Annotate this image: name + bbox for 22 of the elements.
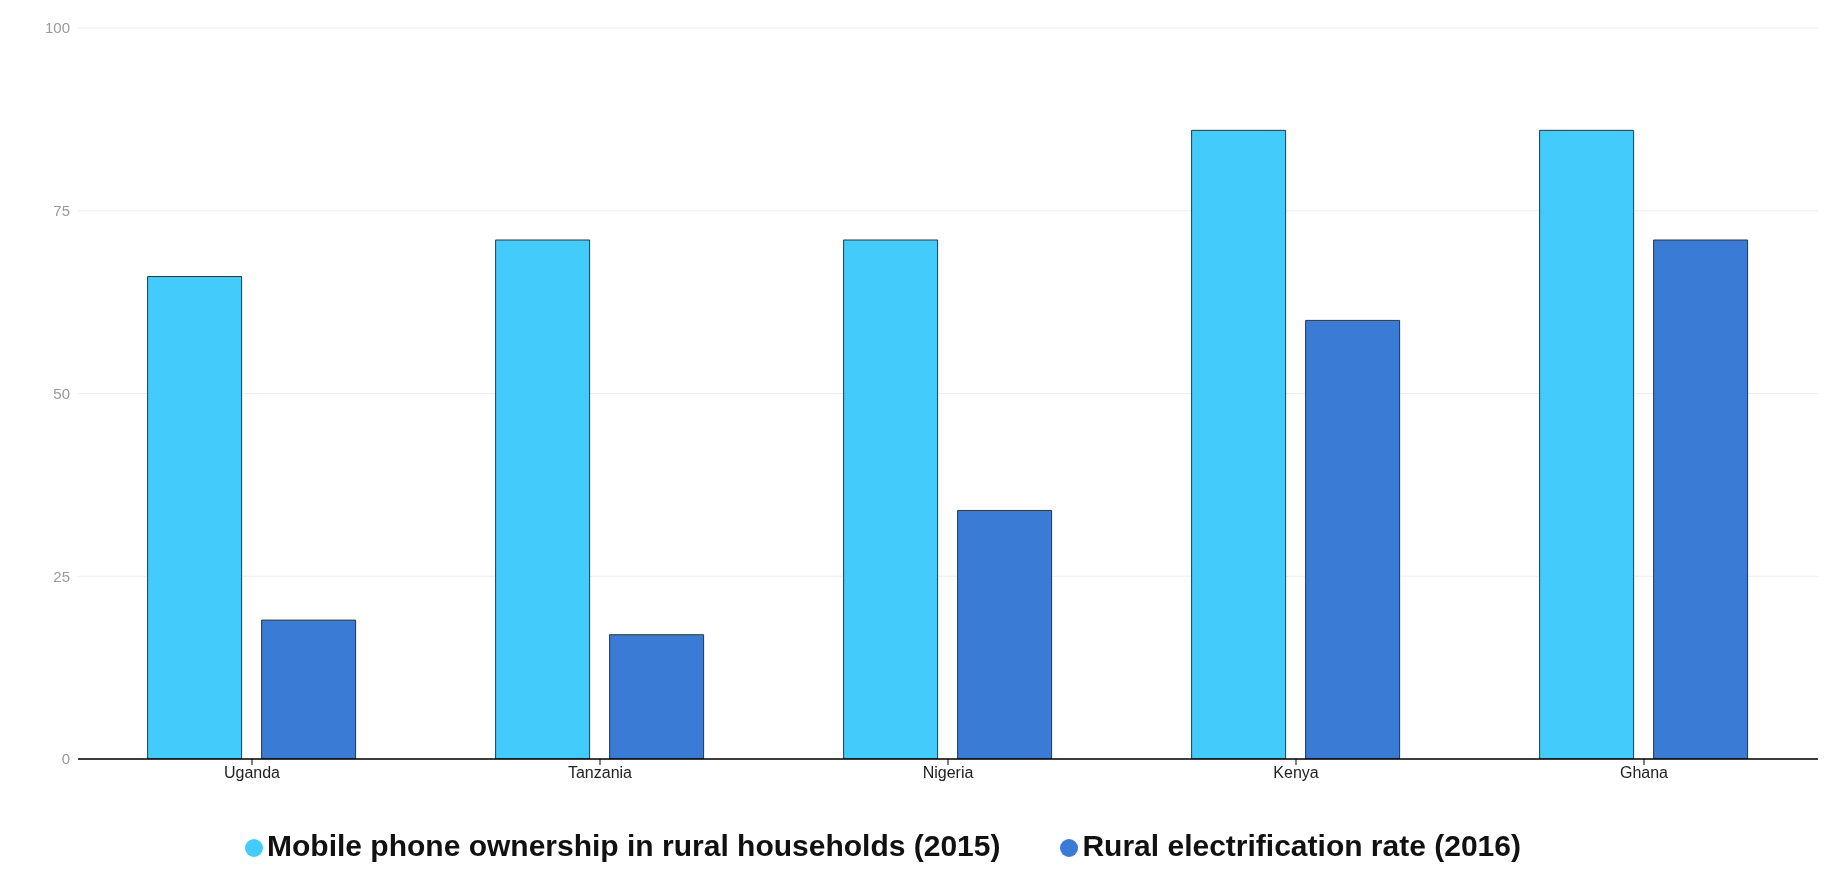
y-tick-label: 100: [44, 19, 70, 37]
bar: [261, 619, 357, 759]
x-tick-label: Nigeria: [922, 764, 974, 782]
bar: [495, 239, 591, 759]
y-tick-label: 0: [61, 750, 70, 768]
legend-label: Rural electrification rate (2016): [1082, 829, 1521, 862]
bar: [1653, 239, 1749, 759]
y-tick-label: 75: [53, 202, 70, 220]
x-tick-label: Uganda: [223, 764, 281, 782]
bar: [1305, 319, 1401, 759]
y-tick-label: 50: [53, 384, 70, 402]
bar: [609, 634, 705, 759]
legend-label: Mobile phone ownership in rural households (2015): [267, 829, 1001, 862]
bar: [1539, 129, 1635, 759]
y-tick-label: 25: [53, 567, 70, 585]
bar: [957, 509, 1053, 759]
x-tick-label: Kenya: [1273, 764, 1319, 782]
bar: [147, 276, 243, 759]
bar: [843, 239, 939, 759]
x-tick-label: Tanzania: [567, 764, 633, 782]
bar: [1191, 129, 1287, 759]
x-tick-label: Ghana: [1619, 764, 1669, 782]
